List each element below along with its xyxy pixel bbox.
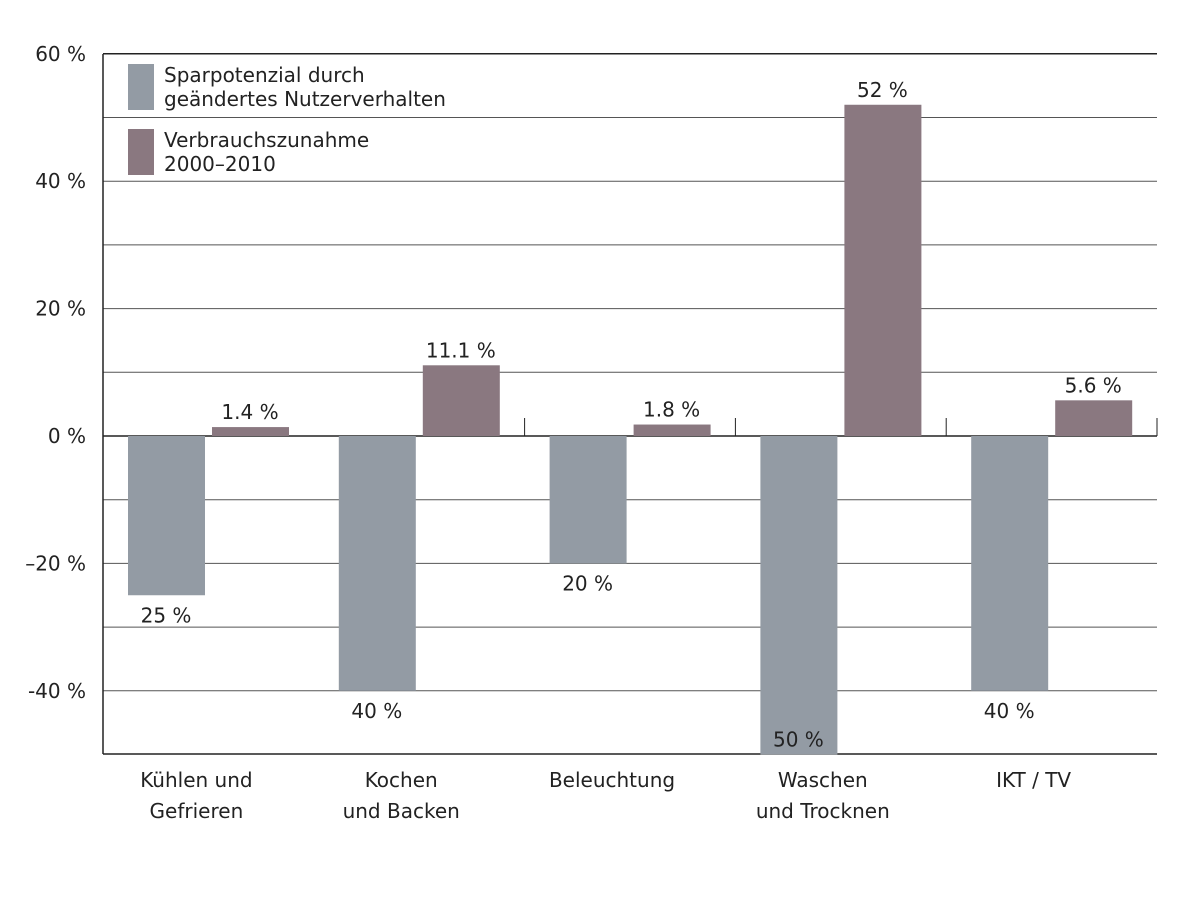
bar <box>971 436 1049 691</box>
y-tick-label: –20 % <box>25 551 86 575</box>
x-tick-label: Waschen <box>778 768 868 792</box>
bar <box>549 436 627 564</box>
bar <box>633 424 711 436</box>
bar <box>760 436 838 755</box>
legend-label: 2000–2010 <box>164 152 276 176</box>
y-tick-label: 20 % <box>35 297 86 321</box>
legend-swatch <box>128 64 154 110</box>
x-tick-label: Gefrieren <box>150 799 244 823</box>
data-label: 1.4 % <box>221 400 278 424</box>
data-label: 40 % <box>984 699 1035 723</box>
data-label: 20 % <box>562 571 613 595</box>
bar <box>844 104 922 436</box>
x-tick-label: und Trocknen <box>756 799 890 823</box>
y-tick-label: 0 % <box>48 424 86 448</box>
x-tick-label: und Backen <box>343 799 460 823</box>
x-tick-label: Kochen <box>365 768 438 792</box>
data-label: 11.1 % <box>426 338 496 362</box>
x-tick-label: Beleuchtung <box>549 768 675 792</box>
y-tick-label: 60 % <box>35 42 86 66</box>
legend-swatch <box>128 129 154 175</box>
bar <box>422 365 500 436</box>
y-tick-label: 40 % <box>35 169 86 193</box>
bar <box>212 427 289 436</box>
legend-label: geändertes Nutzerverhalten <box>164 87 446 111</box>
x-tick-label: IKT / TV <box>996 768 1071 792</box>
data-label: 1.8 % <box>643 398 700 422</box>
bar <box>128 436 205 596</box>
data-label: 50 % <box>773 728 824 752</box>
y-tick-label: -40 % <box>28 679 86 703</box>
data-label: 5.6 % <box>1065 373 1122 397</box>
legend-label: Verbrauchszunahme <box>164 128 369 152</box>
data-label: 25 % <box>141 603 192 627</box>
bar <box>338 436 416 691</box>
data-label: 40 % <box>351 699 402 723</box>
x-tick-label: Kühlen und <box>140 768 252 792</box>
legend-label: Sparpotenzial durch <box>164 63 365 87</box>
data-label: 52 % <box>857 78 908 102</box>
bar <box>1055 400 1133 436</box>
